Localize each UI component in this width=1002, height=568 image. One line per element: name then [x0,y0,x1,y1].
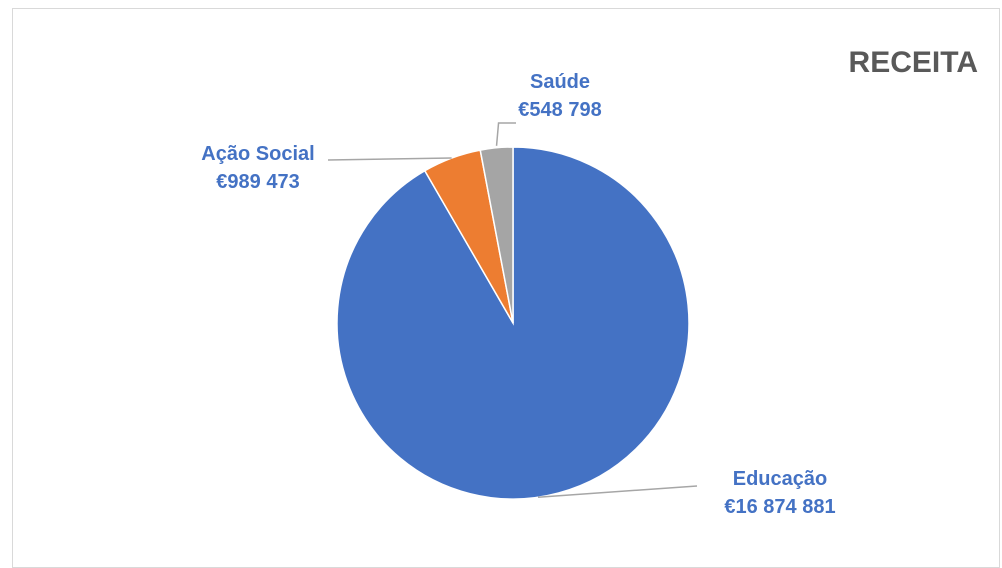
data-label-category-3: Saúde [530,71,590,93]
leader-line-2 [327,157,452,161]
leader-line-1 [537,485,698,498]
data-label-value-3: €548 798 [518,99,601,121]
pie-chart: RECEITA Educação €16 874 881 Ação Social €9… [201,46,978,518]
chart-title: RECEITA [849,46,978,79]
data-label-value-1: €16 874 881 [724,496,835,518]
data-label-category-1: Educação [733,468,827,490]
pie-slice-3 [479,146,514,324]
data-label-value-2: €989 473 [216,171,299,193]
leader-line-3 [495,122,516,146]
data-label-category-2: Ação Social [201,143,314,165]
